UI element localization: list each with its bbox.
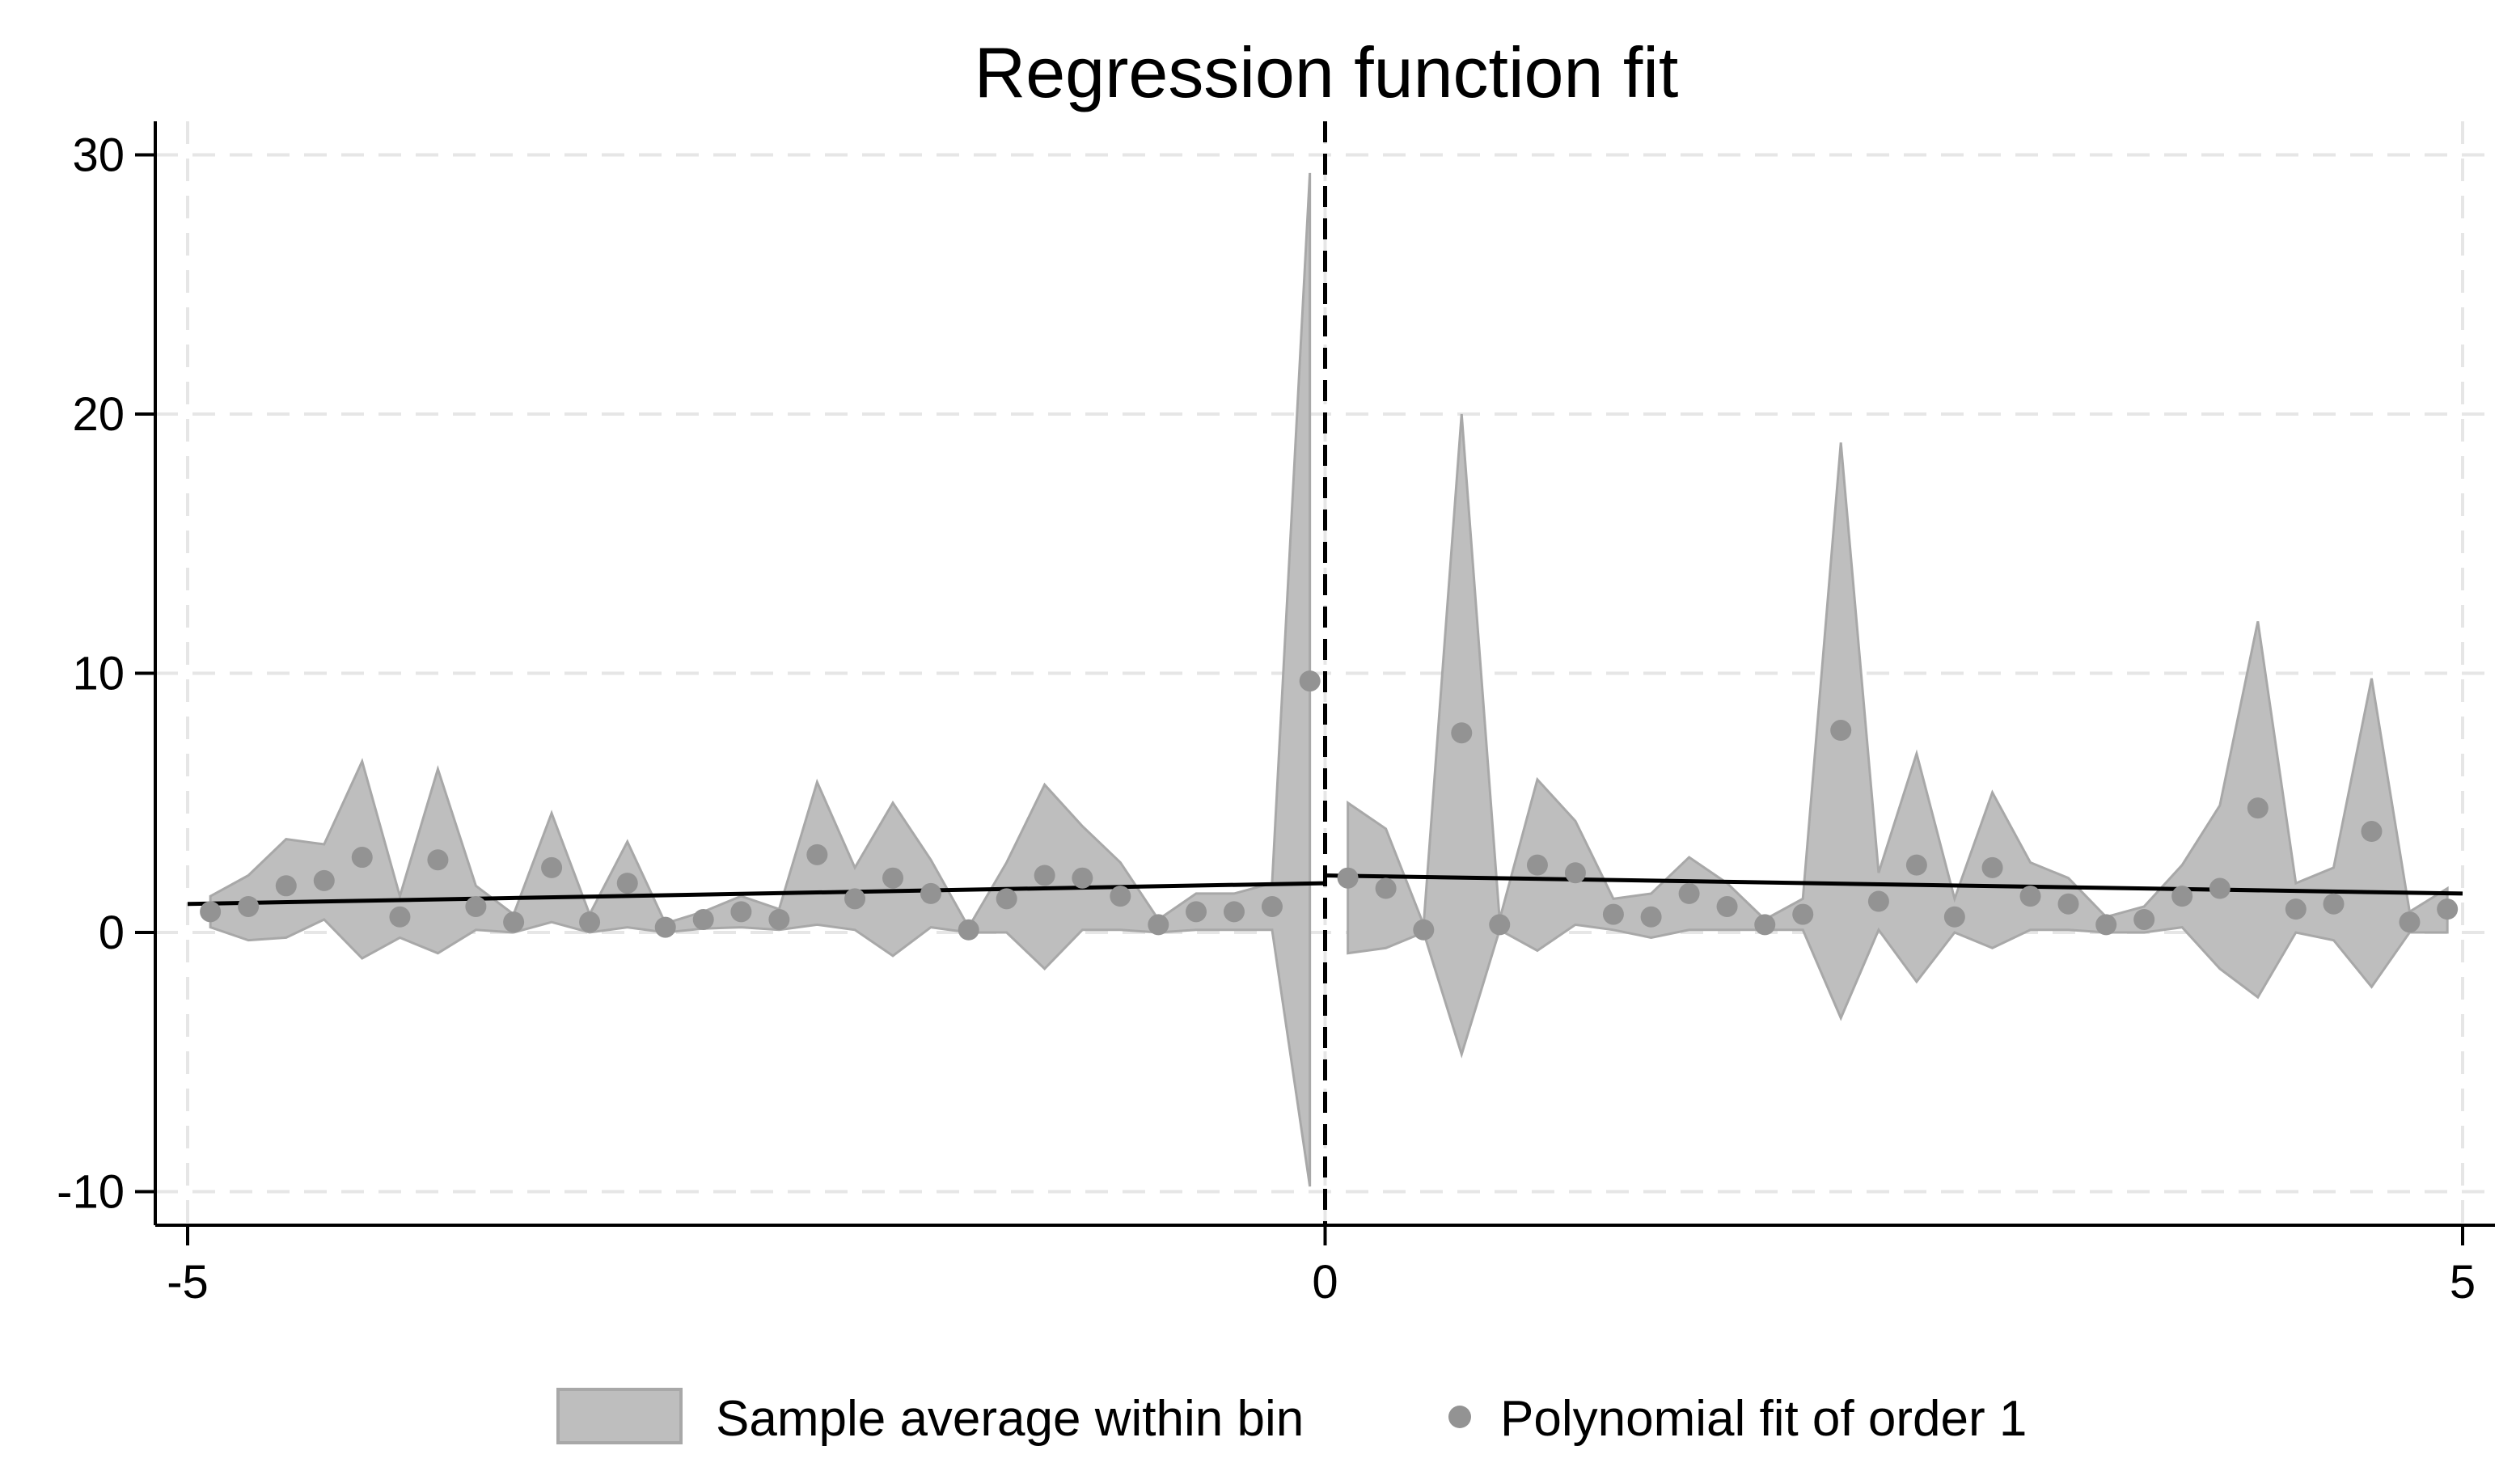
data-point — [768, 908, 790, 930]
data-point — [1299, 670, 1321, 692]
data-point — [200, 901, 222, 923]
data-point — [1602, 903, 1624, 925]
data-point — [1792, 903, 1814, 925]
data-point — [1526, 854, 1548, 876]
data-point — [1413, 919, 1435, 941]
data-point — [1981, 856, 2003, 878]
data-point — [1223, 901, 1245, 923]
data-point — [1943, 906, 1965, 928]
data-point — [844, 888, 866, 910]
y-tick-label: 30 — [72, 129, 125, 182]
fit-line-left — [187, 881, 1326, 907]
data-point — [920, 882, 942, 904]
data-point — [1830, 720, 1852, 742]
data-point — [275, 875, 297, 897]
y-tick-label: 20 — [72, 388, 125, 441]
x-tick-label: 0 — [1312, 1256, 1338, 1309]
band-area-right — [1347, 413, 2449, 1059]
data-point — [1261, 895, 1283, 917]
data-point — [351, 847, 373, 869]
data-point — [2095, 914, 2117, 936]
data-point — [806, 843, 828, 865]
data-point — [1110, 886, 1131, 907]
data-point — [2285, 898, 2307, 920]
data-point — [958, 919, 979, 941]
data-point — [996, 888, 1017, 910]
data-point — [2171, 886, 2193, 907]
axes: -10 0 10 20 30 -5 0 5 — [57, 121, 2495, 1309]
bin-points — [200, 670, 2459, 941]
data-point — [503, 911, 525, 933]
legend-band-label: Sample average within bin — [716, 1391, 1304, 1447]
data-point — [2323, 893, 2345, 915]
y-tick-label: 10 — [72, 648, 125, 700]
data-point — [1148, 914, 1169, 936]
data-point — [1640, 906, 1662, 928]
data-point — [1186, 901, 1207, 923]
fit-lines — [187, 873, 2463, 907]
data-point — [2133, 908, 2155, 930]
data-point — [313, 869, 335, 891]
data-point — [1867, 890, 1889, 912]
y-tick-label: 0 — [99, 907, 125, 959]
data-point — [1716, 895, 1738, 917]
data-point — [654, 916, 676, 938]
data-point — [1337, 867, 1359, 889]
data-point — [1905, 854, 1927, 876]
data-point — [2209, 877, 2230, 899]
data-point — [1754, 914, 1776, 936]
data-point — [882, 867, 904, 889]
data-point — [692, 908, 714, 930]
data-point — [616, 873, 638, 894]
data-point — [465, 895, 487, 917]
data-point — [579, 911, 601, 933]
x-tick-label: -5 — [167, 1256, 209, 1309]
data-point — [1678, 882, 1700, 904]
legend-dot-marker — [1448, 1406, 1471, 1428]
legend: Sample average within bin Polynomial fit… — [556, 1388, 2027, 1447]
data-point — [1072, 867, 1093, 889]
band-area-left — [209, 172, 1312, 1187]
data-point — [238, 895, 260, 917]
data-point — [1564, 862, 1586, 884]
data-point — [1375, 877, 1397, 899]
data-point — [2247, 797, 2269, 819]
data-point — [730, 901, 752, 923]
data-point — [2057, 893, 2079, 915]
data-point — [427, 849, 449, 871]
data-point — [389, 906, 411, 928]
data-point — [1034, 865, 1055, 886]
legend-band-swatch — [556, 1388, 683, 1444]
data-point — [1451, 722, 1473, 744]
data-point — [1489, 914, 1511, 936]
data-point — [2399, 911, 2421, 933]
x-tick-label: 5 — [2450, 1256, 2476, 1309]
data-point — [2437, 898, 2459, 920]
data-point — [2019, 886, 2041, 907]
confidence-bands — [209, 172, 2449, 1187]
y-tick-label: -10 — [57, 1166, 125, 1219]
legend-dot-label: Polynomial fit of order 1 — [1500, 1391, 2027, 1447]
data-point — [541, 856, 563, 878]
fit-line-right — [1325, 873, 2463, 896]
data-point — [2361, 821, 2383, 843]
chart-title: Regression function fit — [975, 32, 1679, 112]
